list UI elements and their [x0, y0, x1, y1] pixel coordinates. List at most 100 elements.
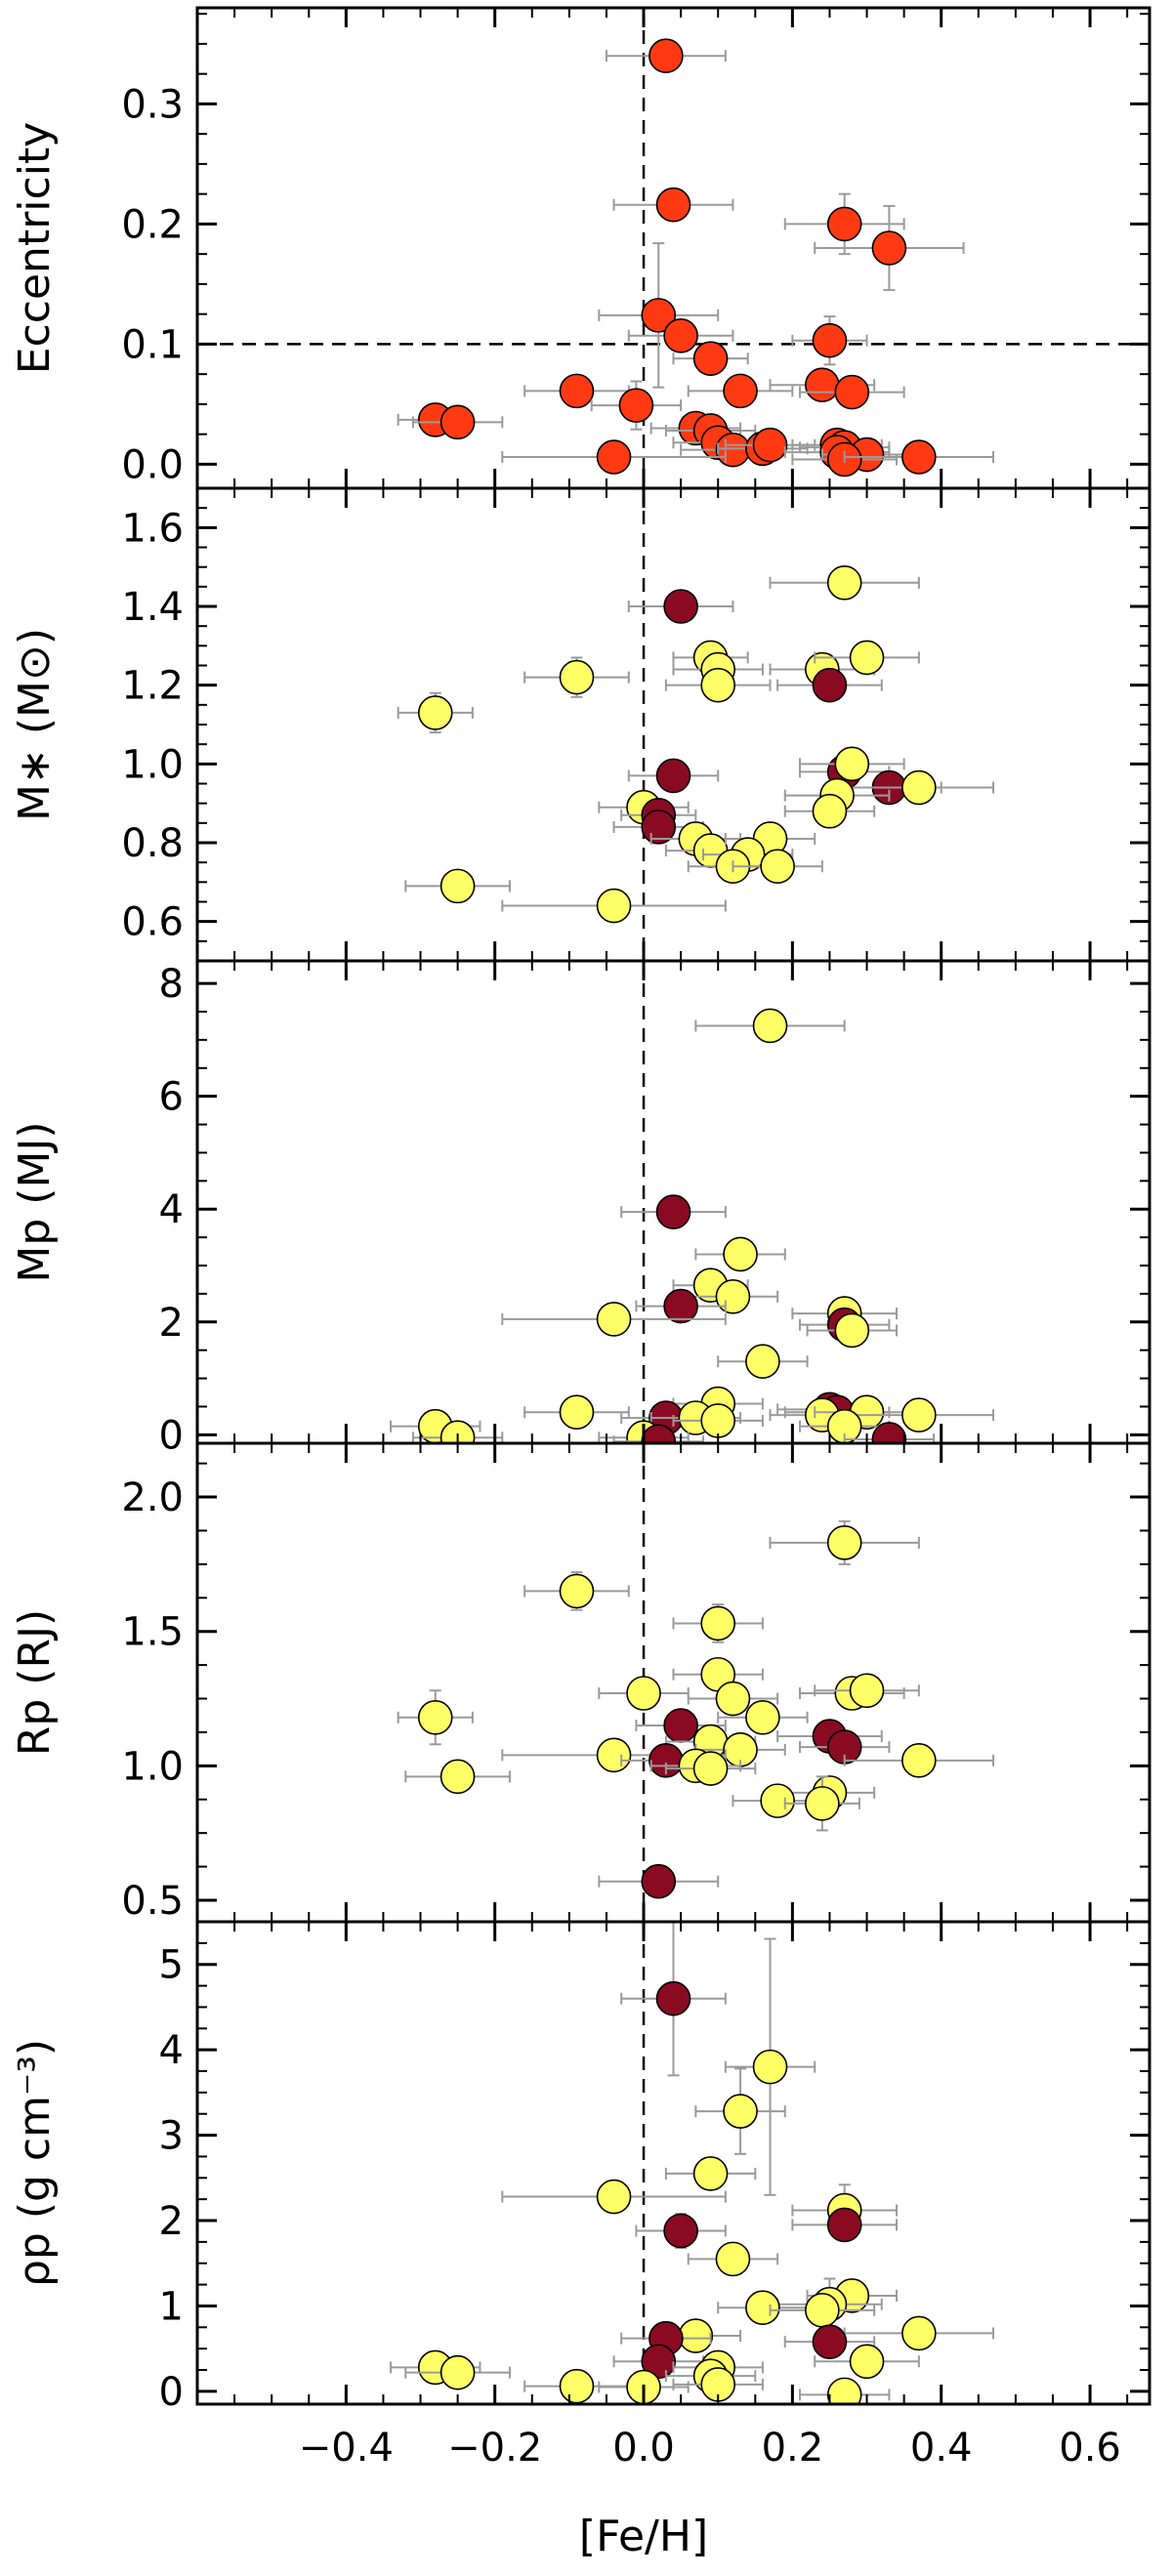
x-tick-label: −0.2 — [447, 2426, 542, 2471]
point-marker — [596, 888, 632, 924]
data-point — [635, 1288, 727, 1324]
data-point — [814, 2344, 920, 2380]
point-marker — [901, 439, 937, 475]
data-point — [411, 404, 504, 440]
data-point — [612, 187, 734, 223]
point-marker — [871, 230, 907, 266]
points-mstar — [397, 564, 995, 924]
point-marker — [641, 2344, 677, 2380]
data-point — [783, 2324, 876, 2359]
data-point — [791, 315, 868, 366]
data-point — [672, 341, 749, 376]
panel-rp: 0.5 1.0 1.5 2.0 Rp (RJ) — [10, 1441, 1151, 1924]
x-tick-label: 0.0 — [612, 2426, 675, 2471]
data-point — [694, 1008, 846, 1044]
data-point — [612, 1424, 704, 1443]
point-marker — [805, 2293, 840, 2328]
points-mp — [390, 1008, 995, 1443]
data-point — [717, 2290, 809, 2325]
point-marker — [812, 667, 848, 703]
data-point — [620, 1922, 727, 2077]
data-point — [717, 1699, 809, 1735]
data-point — [687, 1681, 779, 1717]
point-marker — [700, 1403, 736, 1438]
point-marker — [663, 2213, 698, 2249]
data-point — [776, 667, 883, 703]
point-marker — [901, 2315, 937, 2351]
data-point — [843, 2315, 995, 2351]
y-axis-label: Eccentricity — [10, 122, 60, 374]
data-point — [694, 2067, 786, 2155]
y-tick-label: 0.1 — [121, 322, 184, 367]
panel-frame — [195, 6, 1151, 490]
point-marker — [812, 793, 848, 829]
data-point — [769, 1519, 920, 1565]
point-marker — [715, 2241, 751, 2277]
point-marker — [901, 1743, 937, 1778]
point-marker — [826, 206, 862, 242]
point-marker — [663, 589, 698, 624]
data-point — [843, 769, 995, 806]
panel-ecc: 0.0 0.1 0.2 0.3 Eccentricity — [10, 6, 1151, 490]
point-marker — [559, 659, 595, 695]
data-point — [843, 1397, 995, 1433]
data-point — [732, 849, 823, 885]
data-point — [814, 1673, 920, 1709]
point-marker — [596, 2179, 632, 2215]
y-tick-label: 0 — [159, 1413, 184, 1458]
point-marker — [596, 439, 632, 475]
x-tick-label: 0.6 — [1059, 2426, 1121, 2471]
point-marker — [715, 1681, 751, 1717]
panel-frame — [195, 1441, 1151, 1924]
point-marker — [715, 432, 751, 468]
data-point — [635, 2213, 727, 2249]
point-marker — [641, 298, 677, 333]
data-point — [806, 1312, 899, 1349]
x-tick-label: 0.2 — [762, 2426, 824, 2471]
data-point — [798, 746, 905, 782]
point-marker — [440, 404, 476, 440]
y-tick-label: 6 — [159, 1075, 184, 1120]
point-marker — [440, 1759, 476, 1795]
point-marker — [871, 1422, 907, 1443]
data-point — [843, 1422, 936, 1443]
points-rho — [390, 1922, 995, 2404]
data-point — [627, 589, 734, 624]
panel-frame — [195, 1920, 1151, 2406]
point-marker — [723, 2094, 758, 2129]
y-tick-label: 1.6 — [121, 506, 184, 551]
data-point — [791, 2207, 899, 2243]
panel-frame — [195, 486, 1151, 963]
point-marker — [641, 1863, 677, 1899]
y-tick-label: 0.3 — [121, 82, 184, 127]
point-marker — [596, 1737, 632, 1773]
y-axis-label: M∗ (M⊙) — [10, 628, 60, 821]
y-tick-label: 0.6 — [121, 900, 184, 945]
data-point — [687, 2241, 779, 2277]
x-axis-label: [Fe/H] — [579, 2512, 708, 2561]
point-marker — [805, 1786, 840, 1821]
point-marker — [723, 1236, 758, 1272]
point-marker — [692, 2156, 729, 2191]
points-rp — [397, 1519, 995, 1899]
data-point — [404, 1759, 511, 1795]
data-point — [501, 439, 727, 475]
point-marker — [752, 2049, 788, 2085]
point-marker — [559, 373, 595, 409]
point-marker — [559, 2368, 595, 2404]
data-point — [687, 373, 794, 409]
data-point — [814, 640, 920, 676]
panel-rho: 0 1 2 3 4 5 ρp (g cm⁻³) — [10, 1920, 1151, 2415]
y-tick-label: 1.4 — [121, 585, 184, 630]
point-marker — [826, 1525, 862, 1560]
data-point — [783, 1775, 860, 1832]
y-tick-label: 0.0 — [121, 442, 184, 487]
y-tick-label: 3 — [159, 2114, 184, 2159]
point-marker — [417, 1699, 453, 1735]
point-marker — [440, 868, 476, 904]
point-marker — [641, 1424, 677, 1443]
point-marker — [692, 1751, 729, 1786]
y-tick-label: 1 — [159, 2284, 184, 2329]
x-tick-label: 0.4 — [910, 2426, 973, 2471]
